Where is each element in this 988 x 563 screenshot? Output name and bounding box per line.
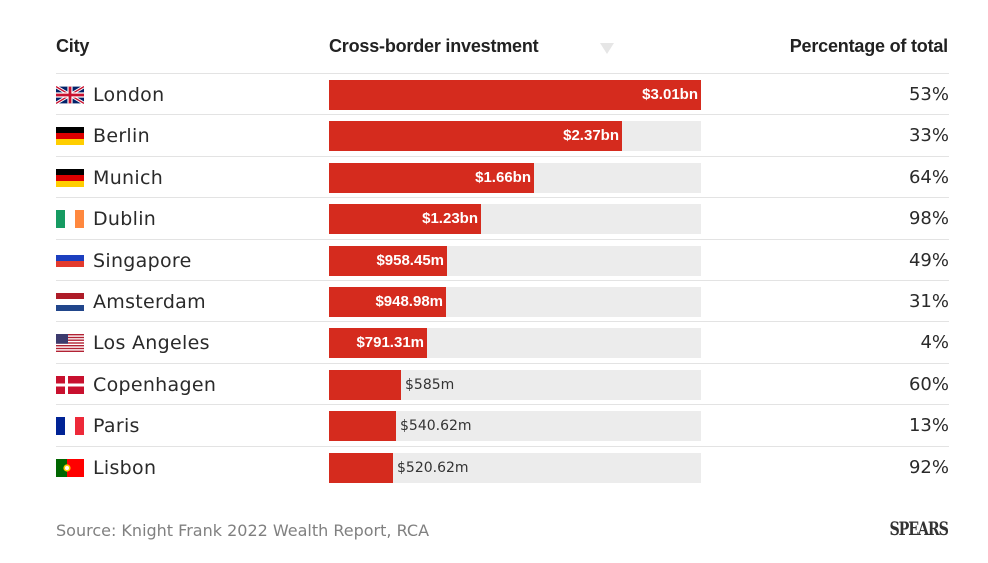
ireland-flag-icon <box>56 210 84 229</box>
investment-bar <box>329 121 622 152</box>
bar-value-label: $1.23bn <box>422 210 478 228</box>
bar-track: $2.37bn <box>329 121 701 152</box>
denmark-flag-icon <box>56 375 84 394</box>
netherlands-flag-icon <box>56 292 84 311</box>
city-name: Los Angeles <box>93 332 210 355</box>
city-name: London <box>93 84 165 106</box>
city-name: Lisbon <box>93 456 157 479</box>
bar-value-label: $3.01bn <box>642 86 698 103</box>
investment-bar <box>329 245 447 276</box>
bar-value-label: $958.45m <box>376 251 444 269</box>
bar-value-label: $1.66bn <box>475 168 531 186</box>
city-name: Copenhagen <box>93 373 217 396</box>
city-name: Berlin <box>93 125 150 148</box>
table-row: London $3.01bn 53% <box>56 73 949 114</box>
column-header-percentage[interactable]: Percentage of total <box>789 36 948 56</box>
singapore-flag-icon <box>56 251 84 270</box>
investment-bar <box>329 286 446 317</box>
table-header: City Cross-border investment Percentage … <box>56 36 948 74</box>
uk-flag-icon <box>56 86 84 104</box>
source-note: Source: Knight Frank 2022 Wealth Report,… <box>56 521 430 540</box>
city-name: Amsterdam <box>93 290 206 313</box>
bar-track: $520.62m <box>329 452 701 483</box>
city-name: Paris <box>93 415 140 438</box>
investment-bar <box>329 204 481 235</box>
table-row: Lisbon $520.62m 92% <box>56 445 949 487</box>
column-header-investment[interactable]: Cross-border investment <box>329 36 539 56</box>
table-body: London $3.01bn 53% Berlin $2.37bn 33% Munich $1… <box>56 73 949 487</box>
percentage-value: 53% <box>908 84 949 105</box>
percentage-value: 64% <box>908 166 949 188</box>
bar-track: $540.62m <box>329 411 701 442</box>
bar-track: $1.23bn <box>329 204 701 235</box>
bar-value-label: $540.62m <box>400 418 472 435</box>
bar-track: $1.66bn <box>329 162 701 193</box>
bar-value-label: $791.31m <box>356 334 424 352</box>
table-row: Copenhagen $585m 60% <box>56 362 949 404</box>
germany-flag-icon <box>56 127 84 146</box>
table-row: Dublin $1.23bn 98% <box>56 197 949 238</box>
investment-bar <box>329 162 534 193</box>
table-row: Los Angeles $791.31m 4% <box>56 321 949 362</box>
sort-descending-icon[interactable] <box>600 43 614 54</box>
table-row: Amsterdam $948.98m 31% <box>56 279 949 321</box>
table-row: Paris $540.62m 13% <box>56 404 949 445</box>
bar-track: $948.98m <box>329 286 701 317</box>
bar-value-label: $520.62m <box>397 459 469 476</box>
investment-bar <box>329 411 396 442</box>
bar-value-label: $2.37bn <box>563 127 619 145</box>
bar-track: $958.45m <box>329 245 701 276</box>
percentage-value: 4% <box>920 332 949 354</box>
germany-flag-icon <box>56 168 84 187</box>
percentage-value: 98% <box>908 208 949 230</box>
investment-bar <box>329 452 393 483</box>
investment-bar <box>329 328 427 359</box>
city-name: Dublin <box>93 208 157 231</box>
portugal-flag-icon <box>56 458 84 477</box>
bar-value-label: $948.98m <box>375 292 443 310</box>
bar-track: $585m <box>329 369 701 400</box>
investment-bar <box>329 369 401 400</box>
table-row: Berlin $2.37bn 33% <box>56 114 949 155</box>
column-header-city[interactable]: City <box>56 36 90 56</box>
percentage-value: 49% <box>908 249 949 271</box>
investment-bar <box>329 80 701 110</box>
percentage-value: 60% <box>908 373 949 395</box>
table-row: Singapore $958.45m 49% <box>56 238 949 280</box>
usa-flag-icon <box>56 334 84 353</box>
percentage-value: 92% <box>908 456 949 478</box>
percentage-value: 13% <box>908 415 949 437</box>
percentage-value: 31% <box>908 290 949 312</box>
city-name: Singapore <box>93 249 192 272</box>
spears-logo: SPEARS <box>889 518 949 540</box>
bar-value-label: $585m <box>405 376 455 393</box>
bar-track: $791.31m <box>329 328 701 359</box>
bar-track: $3.01bn <box>329 80 701 110</box>
table-row: Munich $1.66bn 64% <box>56 155 949 197</box>
city-name: Munich <box>93 166 164 189</box>
percentage-value: 33% <box>908 125 949 147</box>
france-flag-icon <box>56 417 84 436</box>
